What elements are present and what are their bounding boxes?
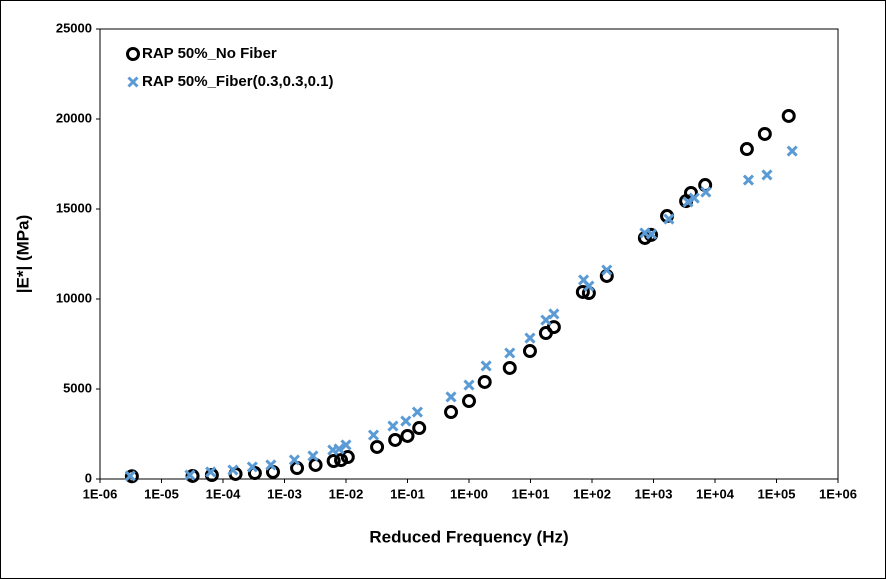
data-point xyxy=(288,454,300,466)
x-tick-label: 1E-05 xyxy=(144,486,179,501)
data-point xyxy=(444,405,459,420)
y-tick-label: 15000 xyxy=(56,200,92,215)
data-point xyxy=(601,264,613,276)
x-tick-label: 1E+04 xyxy=(696,486,735,501)
data-point xyxy=(781,108,796,123)
data-point xyxy=(265,459,277,471)
data-point xyxy=(546,320,561,335)
data-point xyxy=(307,450,319,462)
data-point xyxy=(682,196,694,208)
data-point xyxy=(688,192,700,204)
y-tick-label: 0 xyxy=(85,470,92,485)
data-point xyxy=(400,415,412,427)
x-tick-label: 1E+05 xyxy=(758,486,796,501)
y-tick-label: 20000 xyxy=(56,110,92,125)
data-point xyxy=(367,429,380,441)
data-point xyxy=(663,213,675,225)
data-point xyxy=(463,379,475,391)
data-point xyxy=(646,228,658,240)
data-point xyxy=(227,464,239,476)
y-axis-title: |E*| (MPa) xyxy=(13,215,32,293)
data-point xyxy=(524,332,536,344)
legend-marker xyxy=(127,76,139,88)
x-tick-label: 1E+02 xyxy=(573,486,611,501)
data-point xyxy=(340,450,355,465)
data-point xyxy=(388,432,403,447)
data-point xyxy=(477,374,492,389)
x-tick-label: 1E-04 xyxy=(206,486,241,501)
data-point xyxy=(739,142,754,157)
x-tick-label: 1E-02 xyxy=(329,486,364,501)
data-point xyxy=(504,347,516,359)
data-point xyxy=(326,454,341,468)
data-point xyxy=(412,421,427,436)
x-tick-label: 1E+00 xyxy=(450,486,488,501)
x-tick-label: 1E-06 xyxy=(83,486,118,501)
data-point xyxy=(124,469,139,484)
x-tick-label: 1E+06 xyxy=(819,486,857,501)
x-tick-label: 1E+01 xyxy=(512,486,550,501)
legend-marker xyxy=(126,47,140,61)
data-point xyxy=(387,420,399,432)
data-point xyxy=(480,360,492,372)
x-tick-label: 1E-03 xyxy=(267,486,302,501)
x-axis-title: Reduced Frequency (Hz) xyxy=(369,527,568,546)
data-point xyxy=(502,360,517,375)
y-tick-label: 25000 xyxy=(56,20,92,35)
data-point xyxy=(340,439,352,451)
data-point xyxy=(548,308,560,320)
data-point xyxy=(700,186,712,198)
data-point xyxy=(742,174,755,186)
legend-text: RAP 50%_No Fiber xyxy=(142,45,277,62)
data-point xyxy=(522,344,537,359)
data-point xyxy=(462,394,476,409)
data-point xyxy=(411,406,423,418)
legend-text: RAP 50%_Fiber(0.3,0.3,0.1) xyxy=(142,73,333,90)
data-point xyxy=(124,470,136,482)
data-point xyxy=(184,469,196,481)
data-point xyxy=(757,126,772,141)
data-point xyxy=(205,466,217,478)
data-point xyxy=(761,169,773,181)
data-point xyxy=(333,443,345,455)
data-point xyxy=(575,284,590,299)
data-point xyxy=(370,439,385,454)
data-point xyxy=(445,391,457,403)
data-point xyxy=(334,453,349,468)
y-tick-label: 10000 xyxy=(56,290,92,305)
y-tick-label: 5000 xyxy=(63,380,92,395)
data-point xyxy=(786,145,798,157)
x-tick-label: 1E-01 xyxy=(390,486,425,501)
data-point xyxy=(246,461,258,473)
data-point xyxy=(583,280,595,292)
data-point xyxy=(400,428,415,443)
x-tick-label: 1E+03 xyxy=(635,486,673,501)
